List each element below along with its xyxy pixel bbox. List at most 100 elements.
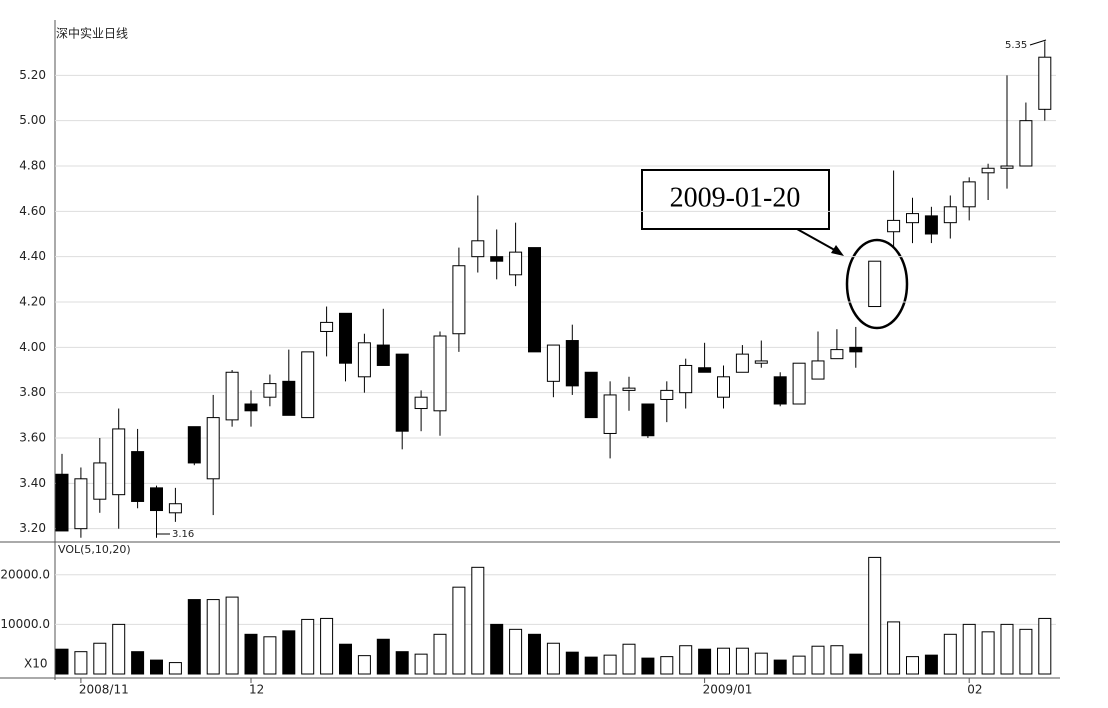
volume-bar bbox=[679, 645, 693, 675]
y-tick-label: 4.00 bbox=[19, 340, 46, 354]
candle-body bbox=[528, 247, 541, 353]
candle-body bbox=[414, 396, 428, 410]
chart-title: 深中实业日线 bbox=[56, 26, 128, 41]
volume-bar bbox=[660, 656, 674, 675]
candle-body bbox=[906, 213, 919, 224]
volume-bar bbox=[735, 647, 749, 675]
candle-body bbox=[546, 344, 560, 382]
candle-body bbox=[74, 478, 88, 530]
candle-body bbox=[565, 340, 579, 387]
volume-bar bbox=[906, 656, 919, 675]
candle-body bbox=[131, 451, 145, 502]
candle-body bbox=[339, 312, 352, 364]
volume-bar bbox=[962, 623, 976, 675]
volume-bar bbox=[868, 556, 882, 675]
volume-bar bbox=[981, 631, 995, 675]
y-tick-label: 4.20 bbox=[19, 295, 46, 309]
y-tick-label: 3.80 bbox=[19, 385, 46, 399]
candle-body bbox=[962, 181, 976, 208]
candle-body bbox=[225, 371, 239, 421]
volume-bar bbox=[339, 643, 352, 675]
candle-body bbox=[490, 256, 504, 262]
candle-body bbox=[263, 383, 277, 398]
candle-body bbox=[150, 487, 163, 512]
volume-bar bbox=[263, 636, 277, 675]
volume-bar bbox=[112, 623, 126, 675]
volume-bar bbox=[131, 651, 145, 675]
candle-body bbox=[1019, 120, 1033, 167]
candle-body bbox=[924, 215, 938, 235]
arrow-head bbox=[831, 245, 844, 256]
volume-bar bbox=[150, 659, 163, 675]
candle-body bbox=[849, 346, 863, 353]
volume-bar bbox=[811, 645, 825, 675]
volume-bar bbox=[320, 617, 334, 675]
y-tick-label: 4.60 bbox=[19, 204, 46, 218]
x-tick-label: 2008/11 bbox=[79, 683, 129, 697]
annotation: 2009-01-20 bbox=[670, 182, 801, 213]
volume-bar bbox=[74, 651, 88, 675]
candle-body bbox=[471, 240, 485, 258]
annotation-arrow bbox=[796, 228, 841, 254]
candle-body bbox=[603, 394, 617, 434]
volume-bar bbox=[244, 633, 258, 675]
volume-bar bbox=[452, 586, 466, 675]
candle-body bbox=[1000, 165, 1014, 169]
volume-bar bbox=[717, 647, 730, 675]
volume-bar bbox=[830, 645, 844, 675]
volume-bar bbox=[849, 653, 863, 675]
candle-body bbox=[452, 265, 466, 335]
volume-bar bbox=[546, 642, 560, 675]
candle-body bbox=[773, 376, 787, 405]
candle-body bbox=[395, 353, 409, 432]
candle-body bbox=[244, 403, 258, 412]
candle-body bbox=[717, 376, 730, 398]
volume-bar bbox=[792, 655, 806, 675]
candle-body bbox=[187, 426, 201, 464]
candle-body bbox=[792, 362, 806, 405]
x-tick-label: 2009/01 bbox=[703, 683, 753, 697]
x-tick-label: 02 bbox=[967, 683, 982, 697]
volume-bar bbox=[924, 654, 938, 675]
y-tick-label: 4.40 bbox=[19, 249, 46, 263]
y-tick-label: 5.00 bbox=[19, 113, 46, 127]
volume-bar bbox=[187, 599, 201, 675]
y-tick-label: 5.20 bbox=[19, 68, 46, 82]
candle-body bbox=[660, 389, 674, 400]
candle-body bbox=[754, 360, 768, 364]
y-tick-label: 3.20 bbox=[19, 521, 46, 535]
candle-body bbox=[55, 473, 69, 532]
highlight-ellipse bbox=[845, 238, 909, 330]
volume-bar bbox=[168, 662, 182, 675]
volume-bar bbox=[754, 652, 768, 675]
candle-body bbox=[93, 462, 107, 500]
volume-header: VOL(5,10,20) bbox=[58, 543, 131, 556]
volume-bar bbox=[376, 638, 390, 675]
volume-bar bbox=[206, 599, 220, 675]
candle-body bbox=[981, 167, 995, 174]
candle-body bbox=[811, 360, 825, 380]
volume-bar bbox=[887, 621, 901, 675]
candle-body bbox=[943, 206, 957, 224]
volume-bar bbox=[565, 651, 579, 675]
candle-body bbox=[282, 380, 296, 416]
volume-unit: X10 bbox=[24, 657, 48, 671]
candle-body bbox=[1038, 56, 1052, 110]
candle-body bbox=[206, 417, 220, 480]
volume-bar bbox=[1019, 628, 1033, 675]
volume-tick-label: 10000.0 bbox=[0, 617, 50, 631]
candle-body bbox=[698, 367, 712, 373]
volume-tick-label: 20000.0 bbox=[0, 567, 50, 581]
candle-body bbox=[509, 251, 523, 276]
candle-body bbox=[887, 219, 901, 233]
volume-bar bbox=[773, 659, 787, 675]
min-label: 3.16 bbox=[172, 529, 194, 540]
candle-body bbox=[376, 344, 390, 366]
max-pointer bbox=[1029, 39, 1047, 46]
y-tick-label: 4.80 bbox=[19, 159, 46, 173]
y-tick-label: 3.40 bbox=[19, 476, 46, 490]
candle-body bbox=[584, 371, 598, 419]
volume-bar bbox=[282, 630, 296, 675]
